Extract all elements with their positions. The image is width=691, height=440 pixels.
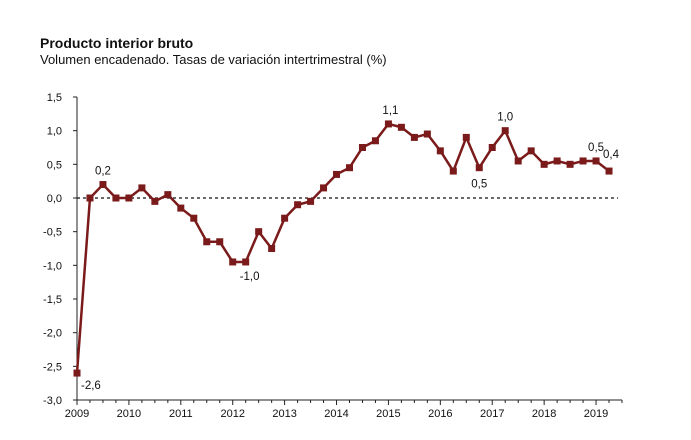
x-tick-label: 2010: [117, 408, 141, 420]
data-point: [73, 369, 81, 377]
series-line: [75, 122, 610, 374]
data-point: [125, 194, 133, 202]
data-point: [462, 133, 470, 141]
data-labels: -2,60,2-1,01,10,51,00,50,4: [81, 105, 620, 392]
data-label: 0,5: [588, 142, 604, 154]
data-point: [216, 238, 224, 246]
y-tick-label: 0,5: [47, 159, 62, 171]
chart-title: Producto interior bruto: [40, 35, 194, 51]
data-point: [449, 167, 457, 175]
y-axis-ticks: 1,5 1,0 0,5 0,0 -0,5 -1,0 -1,5 -2,0 -2,5 -3,0: [43, 92, 77, 407]
x-tick-label: 2012: [220, 408, 244, 420]
data-point: [397, 123, 405, 131]
axes: [76, 97, 622, 401]
data-point: [488, 144, 496, 151]
data-point: [203, 238, 211, 246]
chart-subtitle: Volumen encadenado. Tasas de variación i…: [40, 52, 387, 67]
data-point: [410, 133, 418, 141]
data-point: [423, 130, 431, 138]
data-point: [268, 245, 276, 252]
data-point: [358, 144, 366, 151]
data-point: [281, 214, 289, 222]
data-point: [333, 170, 341, 178]
data-label: -2,6: [81, 380, 101, 392]
x-tick-label: 2018: [532, 408, 556, 420]
x-tick-label: 2016: [428, 408, 452, 420]
y-tick-label: -2,0: [43, 328, 62, 340]
x-tick-label: 2015: [376, 408, 400, 420]
data-point: [527, 147, 535, 155]
data-point: [229, 258, 237, 266]
data-point: [307, 197, 315, 205]
data-label: 0,4: [603, 149, 620, 161]
data-point: [371, 137, 379, 145]
y-tick-label: -3,0: [43, 395, 62, 407]
x-axis-ticks: 2009 2010 2011 2012 2013 2014 2015 2016 2017 2018…: [65, 400, 623, 420]
data-point: [86, 194, 94, 202]
data-point: [242, 258, 250, 266]
data-label: 1,1: [382, 105, 398, 117]
y-tick-label: 1,5: [47, 92, 62, 104]
data-point: [566, 160, 574, 168]
data-point: [164, 191, 172, 199]
data-point: [190, 214, 198, 222]
data-point: [605, 167, 613, 175]
data-point: [514, 157, 522, 165]
x-tick-label: 2011: [169, 408, 193, 420]
y-tick-label: 0,0: [47, 193, 62, 205]
data-label: 0,5: [471, 179, 487, 191]
plot-area: [73, 120, 618, 377]
data-point: [151, 197, 159, 205]
data-point: [320, 184, 328, 192]
data-point: [501, 127, 509, 135]
data-point: [177, 204, 185, 212]
data-point: [579, 157, 587, 165]
data-point: [475, 164, 483, 172]
data-point: [346, 164, 353, 172]
y-tick-label: -2,5: [43, 361, 62, 373]
data-point: [138, 184, 146, 192]
x-tick-label: 2014: [324, 408, 348, 420]
data-point: [99, 181, 107, 189]
data-point: [112, 194, 120, 202]
data-label: 0,2: [95, 166, 111, 178]
x-tick-label: 2013: [272, 408, 296, 420]
data-point: [592, 157, 600, 165]
data-point: [553, 157, 561, 165]
x-tick-label: 2017: [480, 408, 504, 420]
data-label: 1,0: [497, 112, 513, 124]
y-tick-label: -0,5: [43, 227, 62, 239]
data-point: [294, 201, 302, 209]
data-point: [255, 228, 263, 236]
y-tick-label: -1,5: [43, 294, 62, 306]
x-tick-label: 2009: [65, 408, 89, 420]
data-point: [436, 147, 444, 155]
data-point: [384, 120, 392, 128]
data-label: -1,0: [240, 271, 260, 283]
y-tick-label: 1,0: [47, 126, 62, 138]
y-tick-label: -1,0: [43, 260, 62, 272]
data-point: [540, 160, 548, 168]
x-tick-label: 2019: [584, 408, 608, 420]
